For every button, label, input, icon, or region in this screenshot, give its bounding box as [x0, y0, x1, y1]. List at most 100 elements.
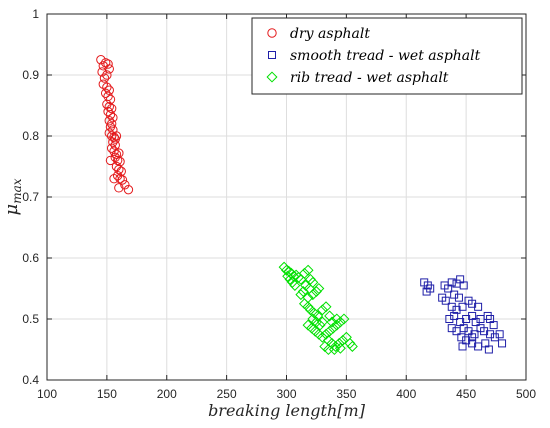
x-tick-label: 400 [396, 387, 416, 401]
data-point [316, 316, 328, 328]
series-2 [278, 261, 358, 356]
data-point [334, 316, 346, 328]
data-point [495, 330, 504, 339]
legend-marker [267, 28, 277, 38]
x-tick-label: 350 [336, 387, 356, 401]
x-axis-label: breaking length[m] [208, 401, 366, 420]
data-point [104, 64, 114, 74]
data-point [302, 264, 314, 276]
data-points [96, 55, 507, 356]
data-point [307, 289, 319, 301]
data-point [484, 345, 493, 354]
legend: dry asphalt smooth tread - wet asphalt rib… [251, 17, 523, 95]
data-point [312, 310, 324, 322]
data-point [289, 279, 301, 291]
data-point [108, 113, 118, 123]
legend-box [251, 17, 523, 95]
data-point [334, 342, 346, 354]
x-axis-ticks: 100 150 200 250 300 350 400 450 500 [37, 14, 536, 401]
data-point [111, 161, 122, 172]
data-point [333, 337, 345, 349]
data-point [346, 340, 358, 352]
data-point [320, 328, 332, 340]
data-point [104, 116, 114, 126]
data-point [337, 334, 349, 346]
data-point [112, 155, 123, 166]
data-point [316, 331, 328, 343]
data-point [108, 137, 118, 147]
data-point [105, 155, 116, 166]
data-point [458, 342, 467, 351]
legend-entry-label: dry asphalt [290, 26, 370, 42]
legend-entry-label: rib tread - wet asphalt [290, 70, 449, 86]
data-point [328, 343, 340, 356]
data-point [103, 59, 113, 69]
legend-marker [266, 71, 278, 83]
data-point [320, 301, 332, 313]
y-tick-label: 0.5 [22, 312, 39, 326]
x-tick-label: 500 [516, 387, 536, 401]
data-point [106, 131, 117, 141]
data-point [313, 282, 325, 295]
y-tick-label: 0.8 [22, 129, 39, 143]
data-point [110, 134, 120, 144]
data-point [109, 146, 119, 156]
legend-marker [268, 51, 276, 59]
data-point [120, 180, 130, 190]
data-point [324, 310, 336, 322]
data-point [310, 286, 322, 298]
series-1 [420, 275, 507, 354]
data-point [447, 278, 456, 287]
data-point [99, 73, 110, 83]
data-point [441, 296, 450, 305]
data-point [295, 289, 307, 301]
data-point [106, 143, 117, 153]
y-tick-label: 1 [32, 7, 39, 21]
y-axis-label-sub: max [10, 178, 24, 204]
y-tick-label: 0.9 [22, 68, 39, 82]
data-point [98, 61, 108, 71]
data-point [459, 281, 468, 290]
data-point [298, 267, 310, 279]
data-point [104, 85, 114, 95]
x-tick-label: 300 [276, 387, 296, 401]
data-point [114, 164, 124, 175]
x-tick-label: 200 [157, 387, 177, 401]
data-point [454, 293, 463, 302]
data-point [331, 319, 343, 331]
data-point [103, 106, 113, 117]
data-point [450, 311, 459, 320]
x-tick-label: 100 [37, 387, 57, 401]
data-point [338, 313, 350, 325]
data-point [105, 109, 116, 120]
data-point [489, 321, 498, 330]
x-tick-label: 250 [217, 387, 237, 401]
data-point [106, 103, 117, 114]
legend-entry-label: smooth tread - wet asphalt [290, 48, 481, 64]
data-point [105, 122, 116, 132]
x-tick-label: 450 [456, 387, 476, 401]
y-axis-label: μmax [1, 178, 24, 215]
data-point [498, 339, 507, 348]
data-point [280, 264, 293, 276]
data-point [422, 287, 431, 296]
y-axis-label-main: μ [1, 204, 22, 216]
y-tick-label: 0.4 [22, 373, 39, 387]
data-point [123, 184, 134, 195]
data-point [314, 319, 326, 331]
data-point [327, 322, 339, 334]
data-point [114, 183, 124, 193]
data-point [324, 325, 336, 337]
data-point [110, 140, 120, 150]
y-tick-label: 0.7 [22, 190, 39, 204]
data-point [102, 70, 112, 80]
data-point [105, 94, 116, 105]
y-tick-label: 0.6 [22, 251, 39, 265]
x-tick-label: 150 [97, 387, 117, 401]
data-point [468, 333, 477, 342]
data-point [98, 79, 108, 89]
data-point [458, 302, 467, 311]
y-axis-ticks: 0.4 0.5 0.6 0.7 0.8 0.9 1 [22, 7, 526, 387]
data-point [115, 174, 125, 184]
